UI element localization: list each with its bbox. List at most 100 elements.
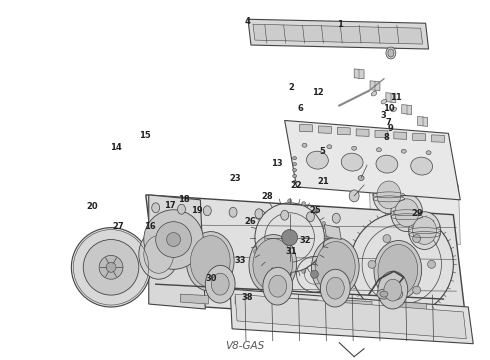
Ellipse shape (312, 238, 359, 297)
Text: 19: 19 (191, 206, 202, 215)
Text: 20: 20 (86, 202, 98, 211)
Ellipse shape (411, 157, 433, 175)
Text: 28: 28 (261, 192, 273, 201)
Polygon shape (253, 24, 422, 44)
Ellipse shape (352, 146, 357, 150)
Text: 31: 31 (285, 247, 297, 256)
Polygon shape (149, 195, 205, 309)
Polygon shape (413, 133, 426, 141)
Text: 21: 21 (317, 177, 329, 186)
Ellipse shape (409, 212, 441, 249)
Ellipse shape (203, 206, 211, 216)
Circle shape (302, 270, 306, 274)
Text: 6: 6 (298, 104, 304, 113)
Polygon shape (235, 296, 263, 306)
Polygon shape (386, 93, 396, 103)
Polygon shape (375, 130, 388, 138)
Ellipse shape (385, 288, 403, 300)
Polygon shape (235, 294, 466, 339)
Ellipse shape (307, 151, 328, 169)
Ellipse shape (293, 180, 296, 184)
Text: 27: 27 (113, 222, 124, 231)
Ellipse shape (211, 273, 229, 295)
Ellipse shape (293, 168, 296, 172)
Circle shape (156, 222, 192, 257)
Ellipse shape (384, 279, 402, 301)
Ellipse shape (229, 207, 237, 217)
Ellipse shape (380, 291, 388, 297)
Circle shape (314, 261, 318, 265)
Text: 2: 2 (288, 83, 294, 92)
Ellipse shape (326, 277, 344, 299)
Circle shape (368, 260, 376, 268)
Text: 12: 12 (312, 88, 324, 97)
Circle shape (262, 261, 266, 265)
Text: 26: 26 (244, 217, 256, 226)
Text: 7: 7 (386, 118, 392, 127)
Text: 32: 32 (300, 236, 312, 245)
Circle shape (396, 258, 408, 270)
Circle shape (383, 235, 391, 243)
Ellipse shape (302, 143, 307, 147)
Ellipse shape (358, 176, 364, 180)
Ellipse shape (413, 217, 437, 244)
Polygon shape (399, 302, 427, 312)
Text: 9: 9 (388, 124, 394, 133)
Circle shape (413, 235, 420, 243)
Ellipse shape (381, 99, 387, 104)
Ellipse shape (316, 242, 355, 293)
Ellipse shape (139, 230, 178, 279)
Text: 8: 8 (383, 132, 389, 141)
Ellipse shape (293, 175, 296, 177)
Ellipse shape (377, 181, 401, 209)
Circle shape (273, 270, 278, 274)
Ellipse shape (378, 271, 408, 309)
Text: 4: 4 (245, 17, 250, 26)
Ellipse shape (177, 204, 185, 214)
Text: 22: 22 (290, 181, 302, 190)
Polygon shape (344, 300, 372, 310)
Ellipse shape (249, 235, 296, 294)
Polygon shape (432, 135, 444, 142)
Text: 30: 30 (205, 274, 217, 283)
Polygon shape (370, 81, 380, 91)
Ellipse shape (401, 149, 406, 153)
Text: 5: 5 (320, 147, 326, 156)
Circle shape (288, 199, 292, 203)
Ellipse shape (205, 265, 235, 303)
Text: V8-GAS: V8-GAS (225, 341, 265, 351)
Text: 38: 38 (242, 293, 253, 302)
Polygon shape (230, 289, 473, 344)
Circle shape (282, 230, 297, 246)
Ellipse shape (377, 289, 391, 299)
Text: 15: 15 (140, 131, 151, 140)
Circle shape (413, 286, 420, 294)
Text: 10: 10 (383, 104, 394, 113)
Ellipse shape (386, 47, 396, 59)
Circle shape (387, 249, 416, 279)
Circle shape (106, 262, 116, 272)
Text: 29: 29 (412, 210, 423, 219)
Ellipse shape (373, 176, 405, 214)
Polygon shape (248, 19, 429, 49)
Circle shape (288, 272, 292, 276)
Ellipse shape (332, 213, 340, 223)
Ellipse shape (327, 145, 332, 149)
Text: 11: 11 (390, 93, 402, 102)
Circle shape (314, 210, 318, 213)
Circle shape (72, 228, 151, 307)
Polygon shape (318, 126, 331, 133)
Polygon shape (356, 129, 369, 136)
Ellipse shape (376, 155, 398, 173)
Polygon shape (285, 121, 460, 200)
Polygon shape (290, 298, 318, 308)
Ellipse shape (374, 240, 421, 300)
Circle shape (144, 210, 203, 269)
Ellipse shape (281, 210, 289, 220)
Circle shape (99, 255, 123, 279)
Text: 17: 17 (164, 201, 175, 210)
Text: 33: 33 (234, 256, 246, 265)
Circle shape (428, 260, 436, 268)
Circle shape (321, 249, 325, 253)
Polygon shape (299, 125, 313, 132)
